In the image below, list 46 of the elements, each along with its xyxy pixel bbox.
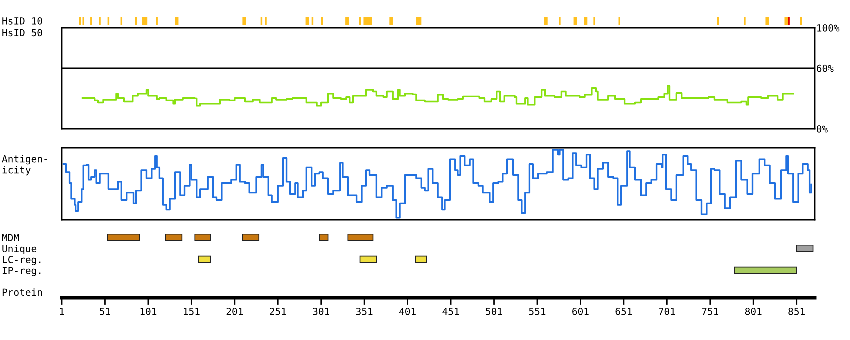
bar (306, 17, 310, 25)
x-tick-label: 101 (140, 308, 157, 316)
y-tick-label: IP-reg. (2, 267, 41, 276)
bar (766, 17, 770, 25)
bar (734, 266, 798, 274)
x-tick-label: 1 (60, 308, 64, 316)
bar (390, 17, 394, 25)
bar (796, 244, 814, 252)
x-tick-label: 801 (745, 308, 762, 316)
y-tick-label: 60% (817, 64, 834, 72)
y-axis-title: Antigen- icity (2, 155, 48, 176)
y-tick-label: 0% (817, 126, 828, 133)
bar (319, 234, 329, 242)
x-axis-title: Protein (2, 288, 42, 296)
bar (416, 17, 422, 25)
x-tick-label: 501 (486, 308, 502, 316)
bar (242, 17, 246, 25)
bar (784, 17, 788, 25)
x-tick-label: 51 (100, 308, 110, 316)
x-tick-label: 701 (659, 308, 676, 316)
bar (544, 17, 548, 25)
y-tick-label: Unique (2, 244, 37, 254)
bar (346, 17, 350, 25)
y-tick-label: 100% (818, 24, 840, 32)
x-tick-label: 201 (226, 308, 244, 316)
bar (574, 17, 578, 25)
x-tick-label: 301 (313, 308, 330, 316)
x-tick-label: 651 (616, 308, 632, 316)
y-tick-label: LC-reg. (3, 256, 41, 266)
bar (348, 234, 374, 242)
x-tick-label: 401 (400, 308, 416, 316)
y-tick-label: HsID 10 (2, 18, 42, 25)
x-tick-label: 601 (572, 308, 589, 316)
y-axis-title: HsID 50 (2, 29, 42, 37)
bar (142, 17, 148, 25)
x-tick-label: 551 (529, 308, 546, 316)
x-tick-label: 851 (788, 308, 805, 316)
bar (584, 17, 588, 25)
bar (364, 17, 372, 25)
x-tick-label: 351 (356, 308, 373, 316)
x-tick-label: 751 (702, 308, 719, 316)
x-tick-label: 251 (270, 308, 286, 316)
y-tick-label: MDM (2, 234, 20, 242)
bar (242, 234, 260, 242)
x-tick-label: 151 (184, 308, 200, 316)
x-tick-label: 451 (442, 308, 460, 316)
